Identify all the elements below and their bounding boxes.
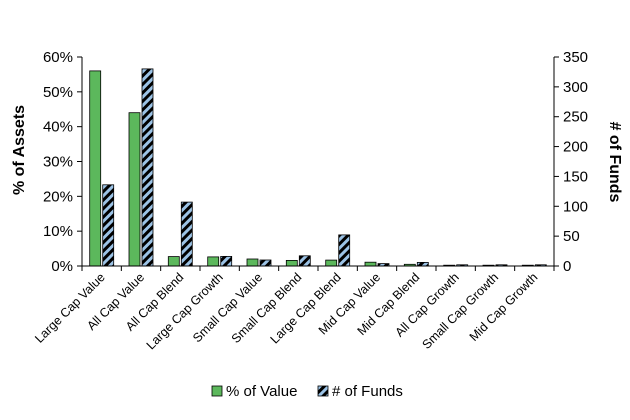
legend-swatch-value — [211, 385, 223, 397]
bar-num-funds — [338, 234, 351, 267]
bar-num-funds — [102, 184, 115, 267]
category-label: Small Cap Blend — [229, 270, 305, 346]
category-label: Small Cap Value — [190, 270, 265, 345]
right-axis-title: # of Funds — [606, 122, 623, 203]
bar-pct-value — [207, 256, 220, 267]
y-tick-label: 20% — [43, 188, 73, 205]
right-axis-ticks: 0 50 100 150 200 250 300 350 — [554, 49, 588, 275]
left-axis-ticks: 0% 10% 20% 30% 40% 50% 60% — [43, 49, 82, 275]
legend-swatch-funds — [317, 385, 329, 397]
y2-tick-label: 250 — [563, 109, 588, 126]
bar-num-funds — [416, 261, 429, 267]
y2-tick-label: 200 — [563, 139, 588, 156]
y-tick-label: 0% — [51, 258, 73, 275]
bar-num-funds — [259, 259, 272, 267]
bar-pct-value — [128, 112, 141, 267]
bar-num-funds — [141, 68, 154, 267]
y2-tick-label: 150 — [563, 168, 588, 185]
category-label: Large Cap Blend — [268, 270, 344, 346]
legend-label-funds: # of Funds — [332, 383, 403, 400]
plot-area — [81, 57, 555, 271]
y-tick-label: 10% — [43, 223, 73, 240]
y2-tick-label: 0 — [563, 258, 571, 275]
category-label: Mid Cap Growth — [467, 270, 541, 344]
bar-pct-value — [89, 70, 102, 267]
y-tick-label: 50% — [43, 84, 73, 101]
y2-tick-label: 350 — [563, 49, 588, 66]
bar-pct-value — [167, 256, 180, 267]
y2-tick-label: 100 — [563, 198, 588, 215]
bar-pct-value — [364, 261, 377, 267]
legend: % of Value # of Funds — [211, 383, 403, 400]
bar-num-funds — [298, 255, 311, 267]
bar-pct-value — [246, 258, 259, 267]
legend-label-value: % of Value — [226, 383, 297, 400]
category-label: Large Cap Value — [32, 270, 108, 346]
bar-pct-value — [285, 259, 298, 267]
y-tick-label: 40% — [43, 119, 73, 136]
bar-num-funds — [180, 201, 193, 267]
bar-pct-value — [325, 259, 338, 267]
y-tick-label: 60% — [43, 49, 73, 66]
left-axis-title: % of Assets — [11, 105, 28, 195]
y-tick-label: 30% — [43, 154, 73, 171]
bar-num-funds — [220, 255, 233, 267]
y2-tick-label: 50 — [563, 228, 580, 245]
y2-tick-label: 300 — [563, 79, 588, 96]
